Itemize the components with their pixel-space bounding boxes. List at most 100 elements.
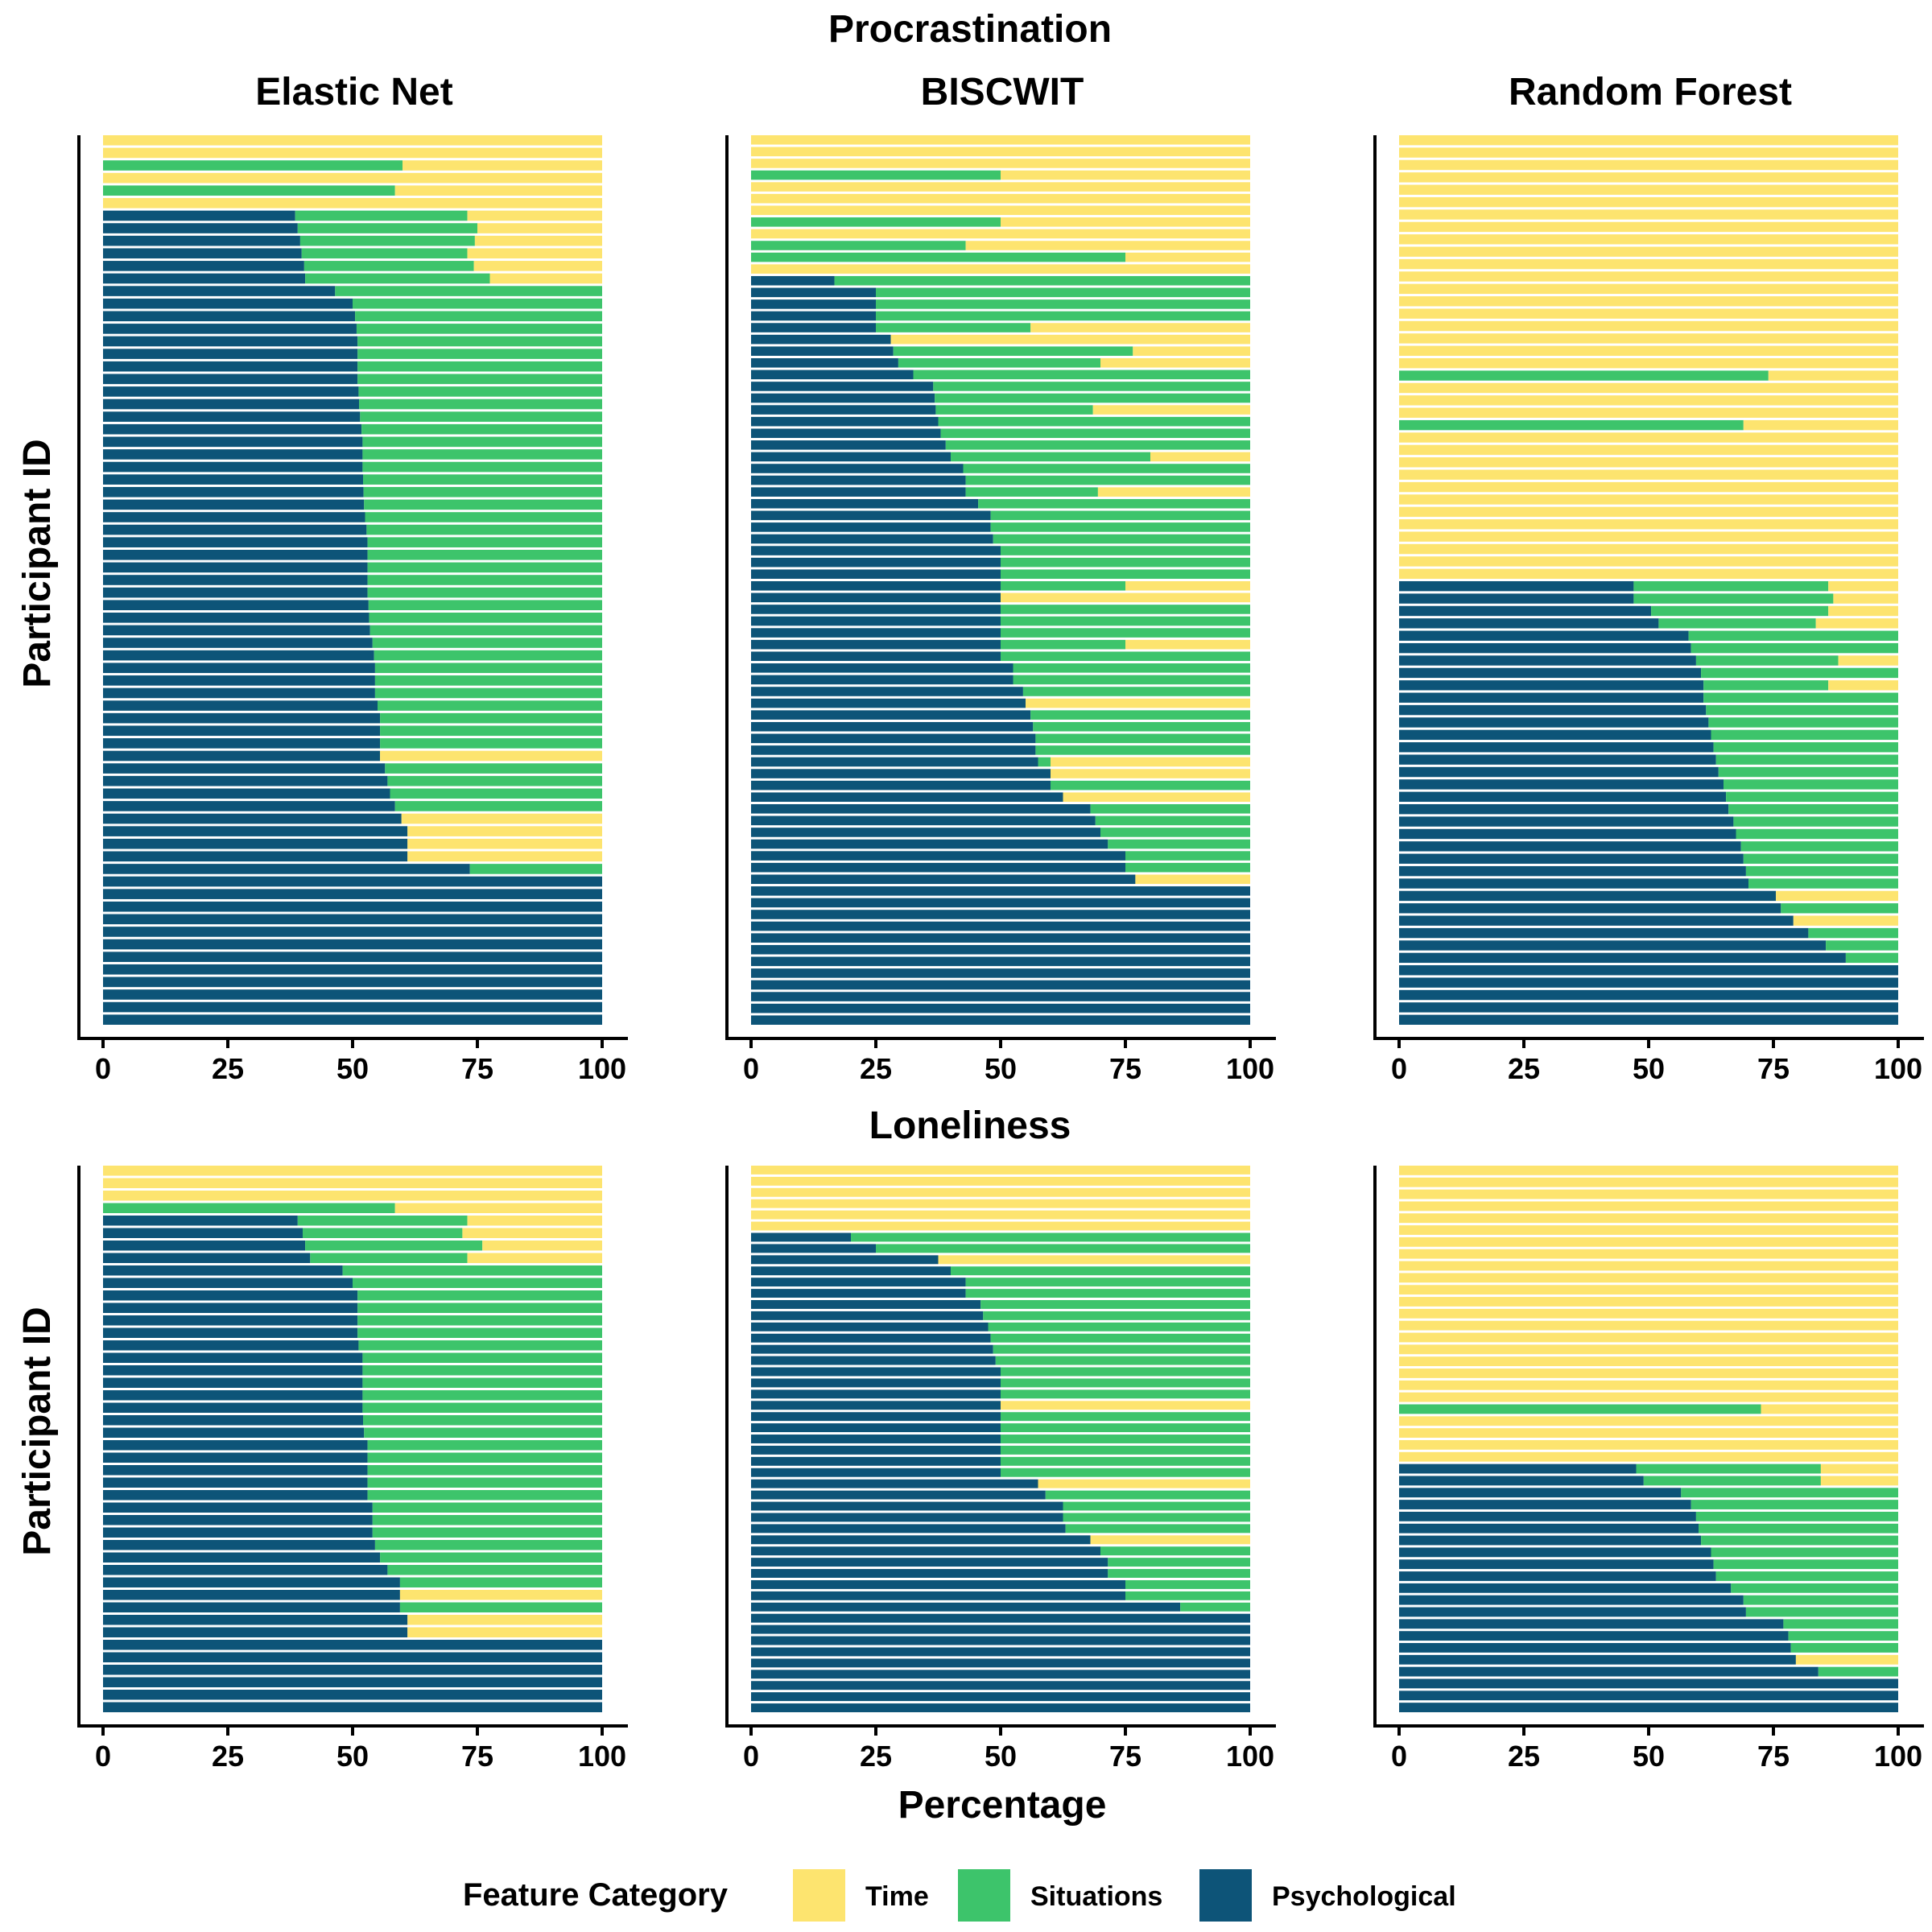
participant-bar: [103, 423, 602, 435]
participant-bar: [751, 1367, 1250, 1377]
bar-segment-psychological: [1399, 742, 1714, 753]
bar-segment-situations: [1399, 370, 1769, 381]
bar-segment-psychological: [751, 1255, 939, 1265]
bar-segment-psychological: [751, 405, 936, 415]
participant-bar: [1399, 221, 1898, 233]
bar-segment-time: [1399, 1320, 1898, 1331]
participant-bar: [103, 1490, 602, 1501]
participant-bar: [103, 474, 602, 485]
bar-segment-psychological: [103, 1352, 363, 1363]
bar-segment-situations: [387, 1565, 602, 1575]
bar-segment-psychological: [1399, 680, 1704, 691]
participant-bar: [751, 815, 1250, 826]
bar-segment-situations: [385, 763, 602, 774]
bar-segment-time: [1399, 519, 1898, 530]
bar-segment-time: [1125, 639, 1250, 650]
bar-segment-psychological: [1399, 655, 1696, 666]
bar-segment-psychological: [751, 898, 1250, 908]
participant-bar: [1399, 1619, 1898, 1629]
participant-bar: [103, 914, 602, 925]
participant-bar: [751, 968, 1250, 978]
bar-segment-time: [402, 160, 602, 171]
bar-segment-situations: [945, 440, 1250, 450]
participant-bar: [103, 989, 602, 1000]
bar-segment-situations: [1125, 1591, 1250, 1600]
bar-segment-situations: [1695, 1511, 1898, 1521]
bar-segment-psychological: [751, 815, 1096, 826]
participant-bar: [1399, 382, 1898, 394]
participant-bar: [103, 638, 602, 648]
bar-segment-psychological: [751, 675, 1013, 685]
x-tick-label: 100: [1874, 1052, 1922, 1085]
participant-bar: [751, 241, 1250, 250]
bar-segment-time: [1399, 395, 1898, 406]
participant-bar: [103, 537, 602, 547]
participant-bar: [1399, 568, 1898, 579]
bar-segment-situations: [355, 311, 602, 322]
participant-bar: [103, 324, 602, 334]
participant-bar: [751, 1311, 1250, 1320]
bar-segment-situations: [933, 382, 1250, 391]
participant-bar: [1399, 1666, 1898, 1677]
bar-segment-situations: [335, 286, 602, 296]
bar-segment-situations: [358, 386, 602, 397]
bar-segment-situations: [1108, 1569, 1250, 1578]
bar-segment-psychological: [751, 1692, 1250, 1702]
bar-segment-situations: [1711, 1547, 1898, 1558]
bar-segment-psychological: [103, 235, 300, 246]
bar-segment-situations: [913, 369, 1250, 380]
participant-bar: [1399, 816, 1898, 827]
bar-segment-psychological: [751, 663, 1013, 673]
bar-segment-situations: [1001, 639, 1125, 650]
bar-segment-time: [1097, 487, 1250, 497]
participant-bar: [1399, 1451, 1898, 1462]
bar-segment-time: [462, 1228, 602, 1238]
bar-segment-time: [467, 1216, 602, 1226]
legend-swatch-time: [793, 1869, 845, 1922]
bar-segment-situations: [378, 700, 602, 711]
bar-segment-psychological: [103, 813, 402, 824]
bar-segment-psychological: [751, 1367, 1001, 1377]
bar-segment-psychological: [751, 1624, 1250, 1634]
bar-segment-situations: [935, 393, 1250, 403]
bar-segment-psychological: [751, 546, 1001, 555]
participant-bar: [751, 1546, 1250, 1556]
participant-bar: [103, 1302, 602, 1313]
participant-bar: [103, 889, 602, 899]
participant-bar: [751, 1692, 1250, 1702]
bar-segment-psychological: [751, 1278, 966, 1287]
participant-bar: [1399, 680, 1898, 691]
participant-bar: [1399, 209, 1898, 220]
bar-segment-psychological: [751, 428, 941, 439]
bar-segment-situations: [1100, 1546, 1250, 1556]
bar-segment-psychological: [751, 956, 1250, 967]
participant-bar: [103, 524, 602, 535]
participant-bar: [1399, 1166, 1898, 1175]
participant-bar: [1399, 1404, 1898, 1414]
bar-segment-time: [1026, 698, 1250, 708]
bar-segment-psychological: [103, 298, 353, 309]
x-tick-label: 50: [336, 1740, 369, 1773]
participant-bar: [751, 1658, 1250, 1668]
participant-bar: [751, 498, 1250, 509]
x-tick-label: 100: [578, 1052, 626, 1085]
bar-segment-situations: [301, 248, 468, 259]
bar-segment-time: [1399, 209, 1898, 220]
participant-bar: [751, 687, 1250, 696]
col-title-elastic-net: Elastic Net: [255, 71, 452, 114]
participant-bar: [751, 1456, 1250, 1466]
bar-segment-situations: [372, 1502, 602, 1513]
bar-segment-psychological: [103, 1241, 306, 1251]
participant-bar: [751, 569, 1250, 579]
x-tick-label: 25: [860, 1740, 892, 1773]
participant-bar: [751, 440, 1250, 450]
bar-segment-situations: [965, 475, 1250, 485]
bar-segment-situations: [1681, 1488, 1898, 1498]
participant-bar: [751, 1445, 1250, 1455]
bar-segment-psychological: [1399, 915, 1794, 926]
participant-bar: [751, 475, 1250, 485]
participant-bar: [1399, 1678, 1898, 1689]
bar-segment-psychological: [103, 1327, 358, 1338]
participant-bar: [1399, 556, 1898, 567]
